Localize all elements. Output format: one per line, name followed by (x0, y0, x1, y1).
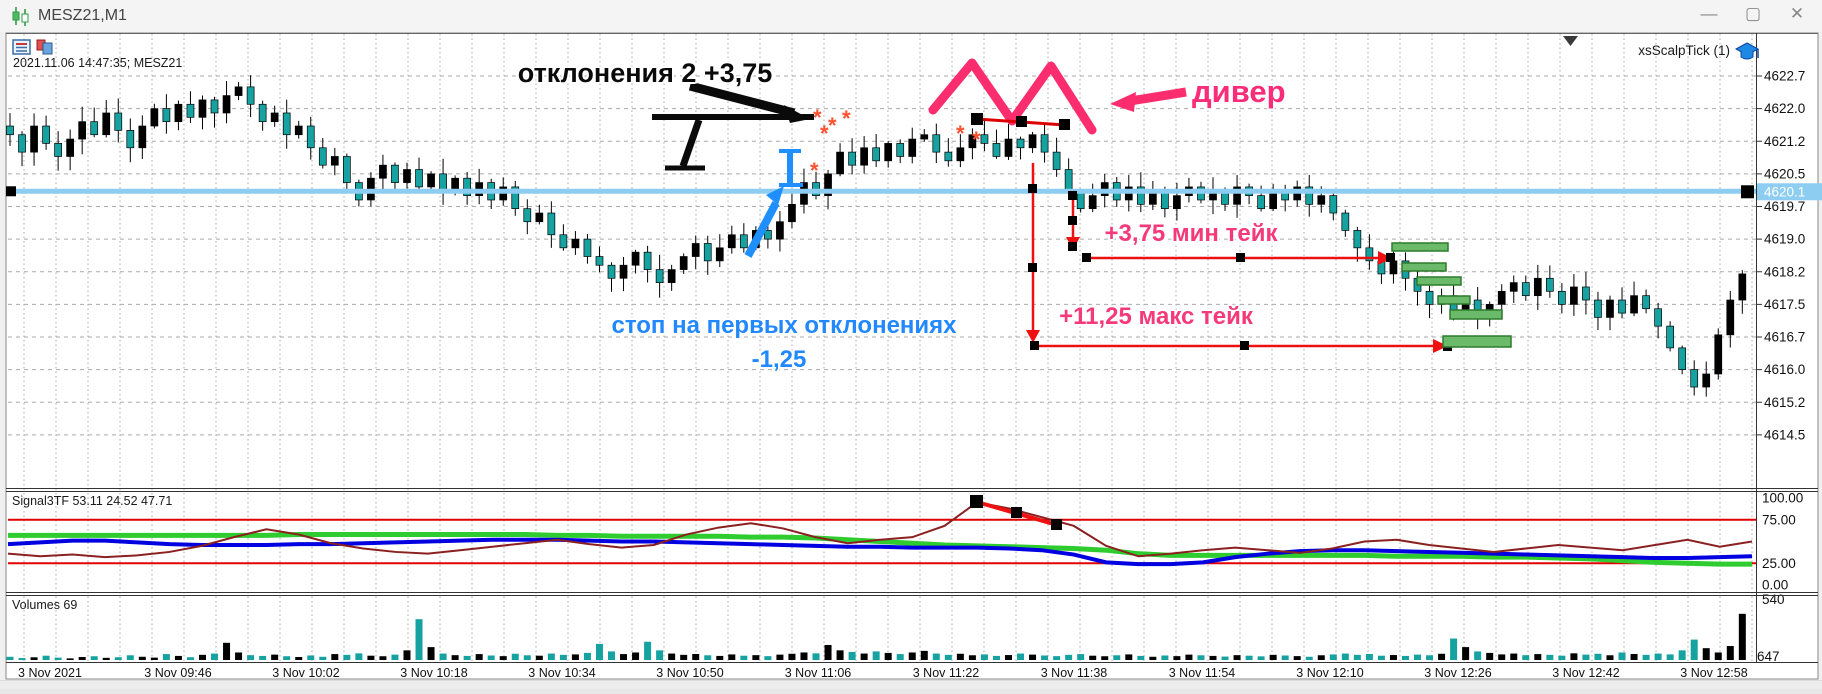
chart-properties-icon[interactable] (12, 39, 31, 55)
svg-text:3 Nov 2021: 3 Nov 2021 (18, 666, 82, 680)
divergence-annotation[interactable]: дивер (1192, 74, 1286, 109)
svg-text:3 Nov 10:18: 3 Nov 10:18 (400, 666, 467, 680)
ea-name-label: xsScalpTick (1) (1638, 43, 1730, 58)
pink-arrow[interactable] (1110, 87, 1187, 112)
min-take-annotation[interactable]: +3,75 мин тейк (1104, 220, 1278, 247)
svg-text:3 Nov 11:54: 3 Nov 11:54 (1169, 666, 1236, 680)
svg-text:3 Nov 12:42: 3 Nov 12:42 (1552, 666, 1619, 680)
stop-annotation-line2[interactable]: -1,25 (751, 346, 807, 373)
svg-text:3 Nov 12:58: 3 Nov 12:58 (1680, 666, 1747, 680)
signal-asterisk-marks: * * * ** * * (810, 105, 981, 183)
svg-text:4619.0: 4619.0 (1764, 232, 1805, 247)
stop-annotation-line1[interactable]: стоп на первых отклонениях (611, 312, 957, 339)
svg-text:540: 540 (1762, 592, 1785, 607)
svg-text:*: * (820, 121, 829, 146)
max-take-annotation[interactable]: +11,25 макс тейк (1059, 303, 1253, 330)
blue-arrow[interactable] (744, 186, 784, 258)
window-bottom-edge (0, 680, 1822, 689)
deviation-annotation[interactable]: отклонения 2 +3,75 (517, 58, 773, 88)
signal3tf-panel-title: Signal3TF 53.11 24.52 47.71 (12, 494, 173, 508)
entry-level-black-line[interactable] (652, 114, 814, 171)
current-price-line[interactable] (6, 185, 1756, 199)
maximize-button[interactable]: ▢ (1744, 4, 1762, 23)
axes[interactable]: 4622.7 4622.0 4621.2 4620.5 4619.7 4619.0 4618… (18, 69, 1822, 681)
svg-text:4622.0: 4622.0 (1764, 101, 1805, 116)
svg-text:3 Nov 11:22: 3 Nov 11:22 (913, 666, 980, 680)
graduation-cap-icon[interactable] (1734, 42, 1760, 60)
svg-text:75.00: 75.00 (1762, 512, 1796, 527)
svg-text:25.00: 25.00 (1762, 556, 1796, 571)
svg-text:3 Nov 12:10: 3 Nov 12:10 (1296, 666, 1363, 680)
svg-text:4616.0: 4616.0 (1764, 362, 1805, 377)
chart-shift-marker-icon[interactable] (1563, 36, 1578, 46)
svg-text:3 Nov 10:50: 3 Nov 10:50 (656, 666, 723, 680)
svg-text:4617.5: 4617.5 (1764, 297, 1805, 312)
svg-text:0.00: 0.00 (1762, 578, 1788, 593)
svg-text:100.00: 100.00 (1762, 491, 1803, 506)
svg-text:4615.2: 4615.2 (1764, 395, 1805, 410)
svg-text:3 Nov 10:02: 3 Nov 10:02 (272, 666, 339, 680)
svg-text:*: * (956, 121, 965, 146)
close-button[interactable]: ✕ (1789, 4, 1805, 23)
svg-text:3 Nov 11:06: 3 Nov 11:06 (785, 666, 852, 680)
svg-text:4621.2: 4621.2 (1764, 134, 1805, 149)
measure-arrow-min-take[interactable] (1066, 191, 1395, 265)
svg-text:3 Nov 11:38: 3 Nov 11:38 (1041, 666, 1108, 680)
stop-marker-blue-ibeam[interactable] (779, 149, 803, 187)
chart-info-text: 2021.11.06 14:47:35; MESZ21 (13, 56, 183, 70)
svg-text:4620.5: 4620.5 (1764, 166, 1805, 181)
svg-text:3 Nov 10:34: 3 Nov 10:34 (528, 666, 595, 680)
support-zone-rects[interactable] (1391, 242, 1512, 348)
volumes-panel-title: Volumes 69 (12, 598, 78, 612)
svg-text:*: * (842, 106, 851, 131)
svg-text:3 Nov 12:26: 3 Nov 12:26 (1424, 666, 1491, 680)
svg-text:*: * (972, 127, 981, 152)
volume-bars (6, 613, 1746, 660)
candlestick-symbol-icon (12, 7, 29, 26)
svg-text:*: * (813, 105, 822, 130)
svg-text:4620.1: 4620.1 (1764, 184, 1805, 199)
svg-text:4618.2: 4618.2 (1764, 264, 1805, 279)
window-title: MESZ21,M1 (38, 7, 127, 24)
svg-text:647: 647 (1757, 649, 1780, 664)
svg-text:4622.7: 4622.7 (1764, 69, 1805, 84)
chart-window-titlebar[interactable]: MESZ21,M1 — ▢ ✕ (0, 0, 1822, 32)
svg-text:*: * (810, 158, 819, 183)
svg-text:4619.7: 4619.7 (1764, 199, 1805, 214)
measure-arrow-max-take[interactable] (1026, 163, 1452, 353)
signal-divergence-trendline[interactable] (970, 495, 1062, 530)
price-divergence-trendline[interactable] (971, 113, 1070, 130)
chart-objects-icon[interactable] (36, 39, 53, 55)
minimize-button[interactable]: — (1700, 4, 1718, 23)
signal3tf-lines (7, 501, 1756, 567)
svg-text:4614.5: 4614.5 (1764, 427, 1805, 442)
svg-text:4616.7: 4616.7 (1764, 330, 1805, 345)
panel-separators (6, 33, 1818, 663)
svg-text:*: * (828, 113, 837, 138)
svg-text:3 Nov 09:46: 3 Nov 09:46 (144, 666, 211, 680)
